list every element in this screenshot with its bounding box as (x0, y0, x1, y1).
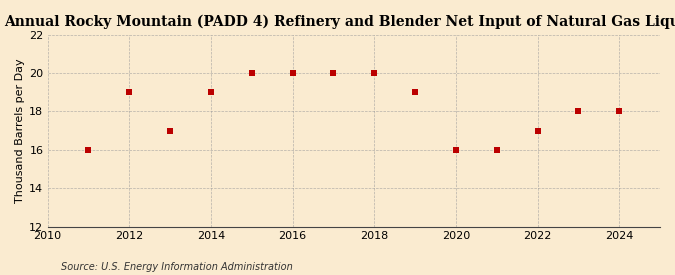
Y-axis label: Thousand Barrels per Day: Thousand Barrels per Day (15, 58, 25, 203)
Text: Source: U.S. Energy Information Administration: Source: U.S. Energy Information Administ… (61, 262, 292, 272)
Title: Annual Rocky Mountain (PADD 4) Refinery and Blender Net Input of Natural Gas Liq: Annual Rocky Mountain (PADD 4) Refinery … (5, 15, 675, 29)
